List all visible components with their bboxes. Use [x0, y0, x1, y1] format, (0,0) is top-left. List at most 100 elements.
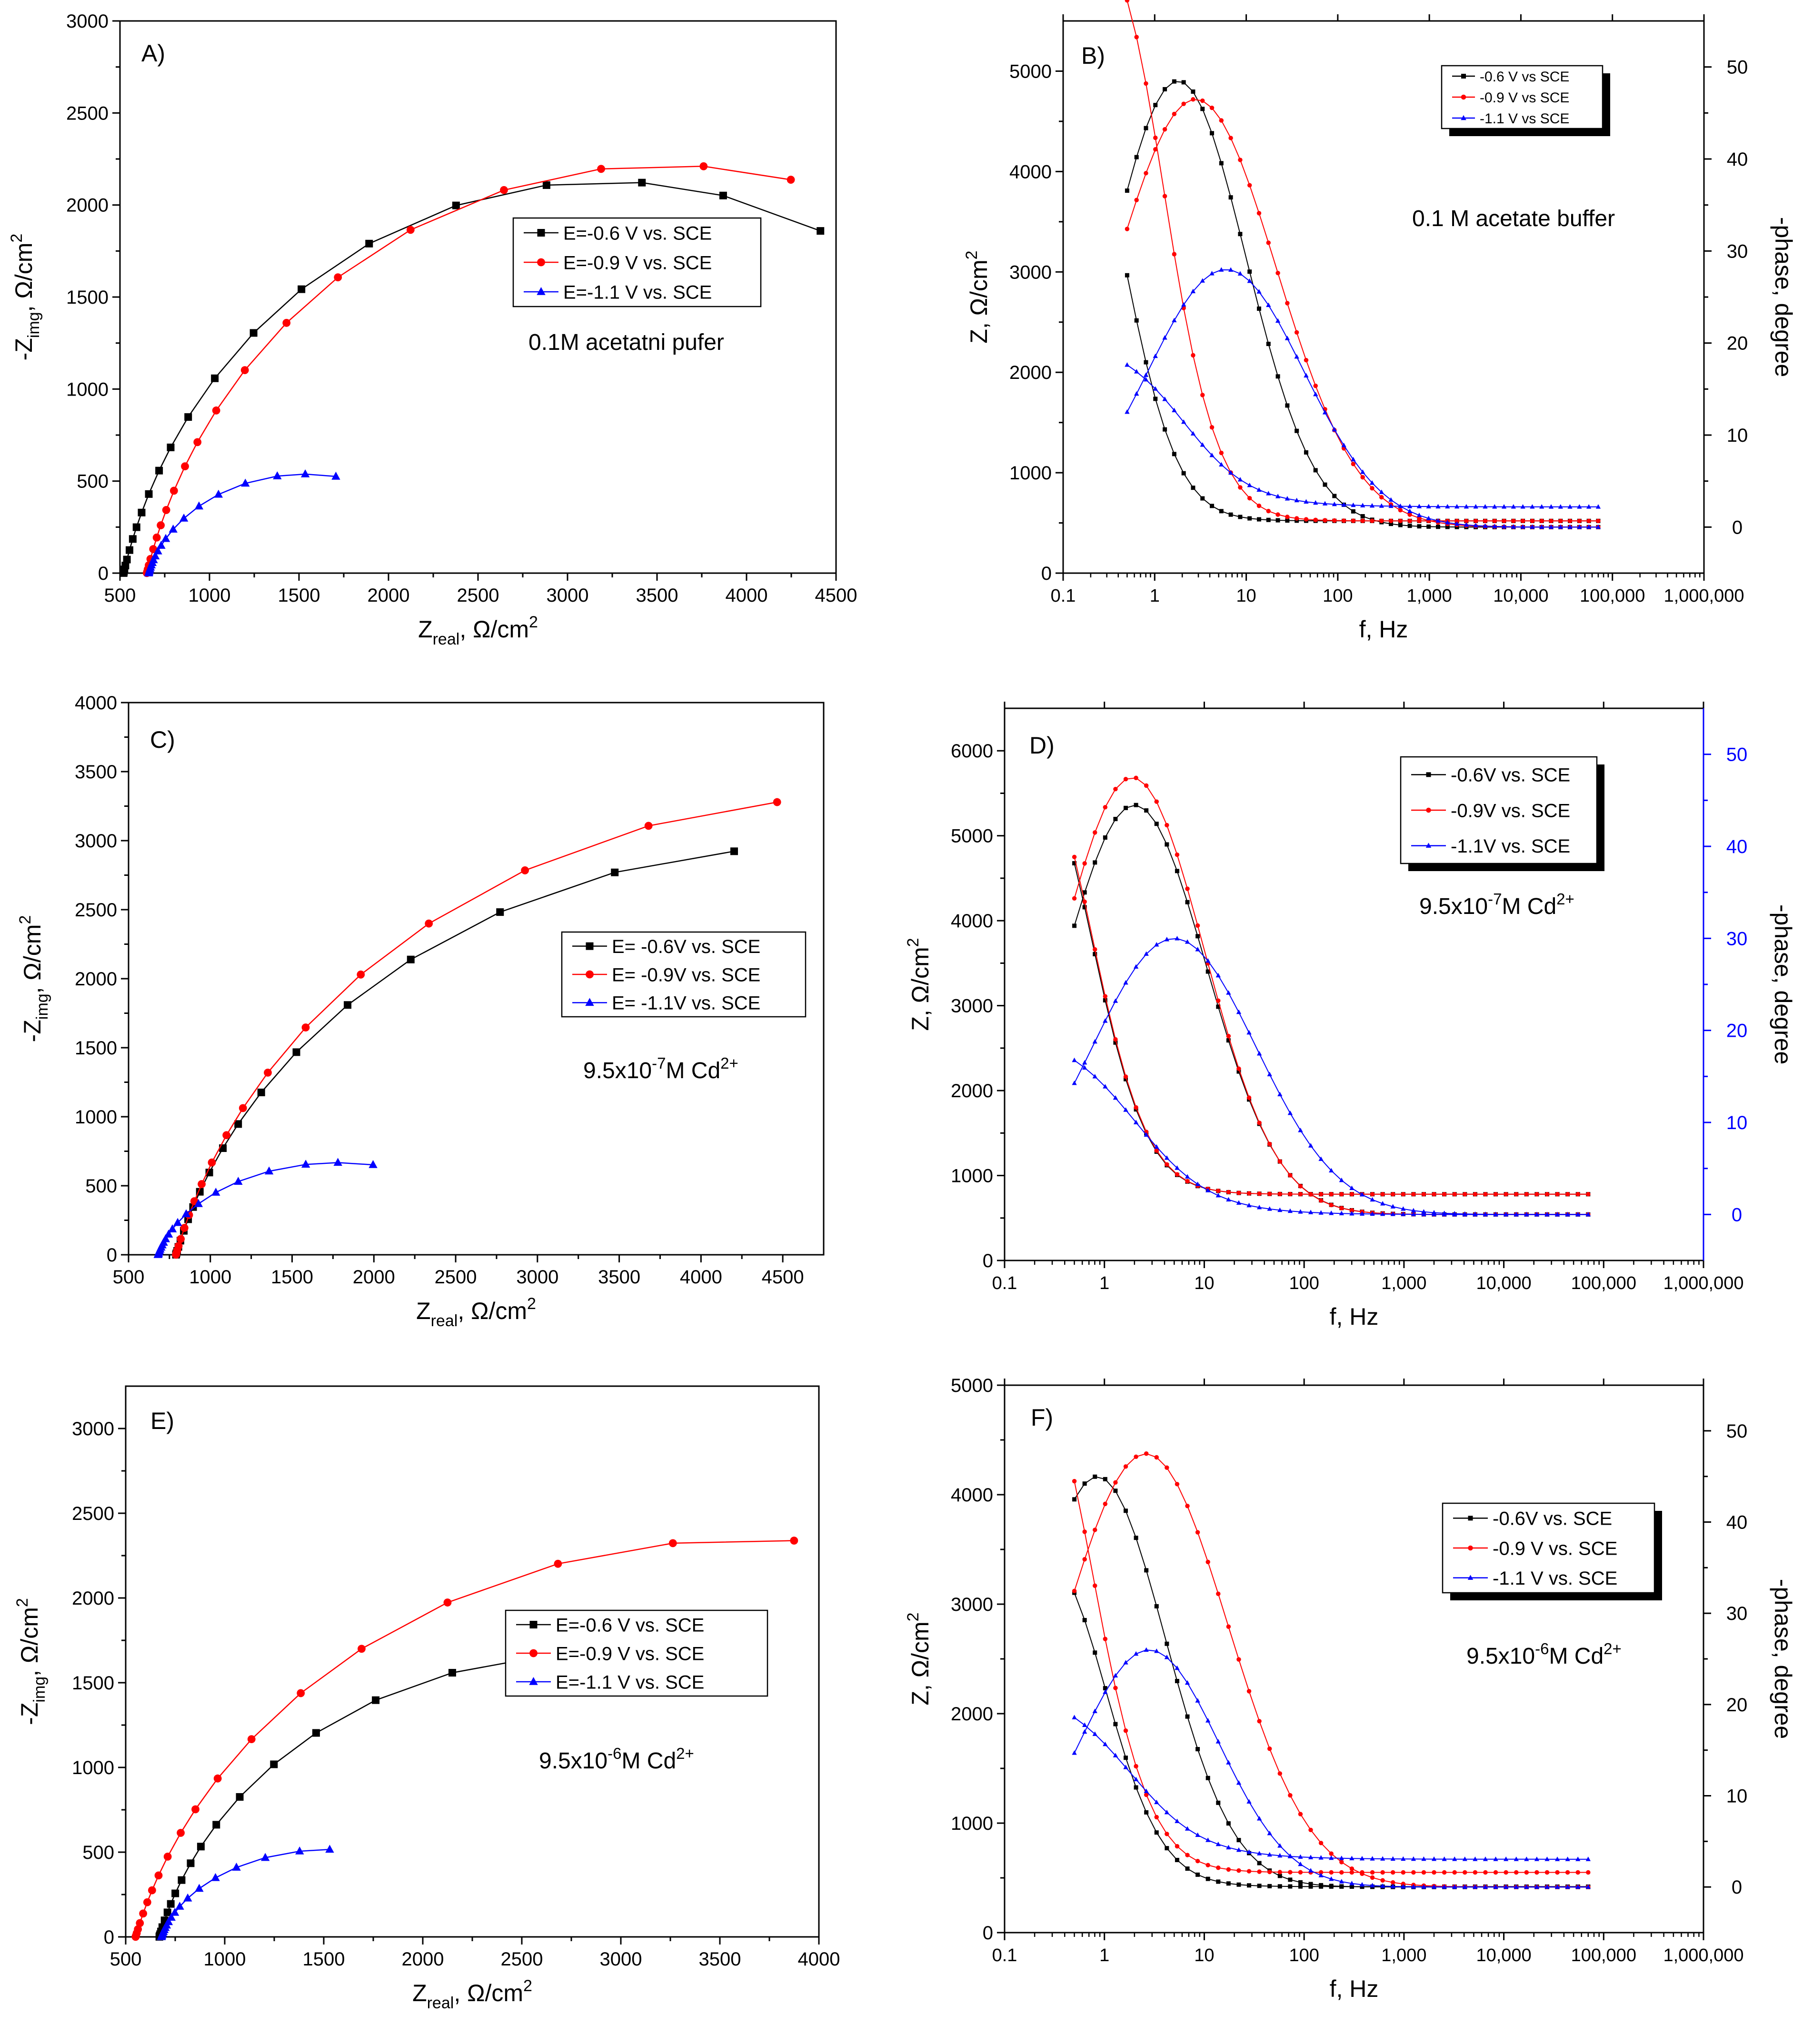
y-tick-label-F: 5000: [951, 1375, 993, 1396]
y-tick-label-D: 1000: [951, 1166, 993, 1187]
y-tick-label-E: 1000: [72, 1757, 114, 1778]
impedance-point-B-2: [1577, 504, 1582, 509]
phase-point-D-2: [1246, 1030, 1252, 1035]
phase-point-D-0: [1072, 923, 1077, 928]
phase-point-D-0: [1185, 900, 1190, 904]
impedance-point-B-2: [1548, 504, 1554, 509]
y-tick-label-B: 0: [1041, 563, 1052, 584]
data-point-A-0: [167, 443, 175, 451]
impedance-point-B-0: [1144, 360, 1148, 365]
impedance-point-B-0: [1219, 509, 1224, 514]
data-point-E-1: [143, 1898, 151, 1906]
impedance-point-D-1: [1175, 1172, 1180, 1177]
phase-point-F-2: [1380, 1883, 1385, 1888]
impedance-point-D-1: [1544, 1192, 1550, 1197]
data-point-C-1: [198, 1180, 206, 1188]
y-tick-label-B: 1000: [1009, 463, 1052, 484]
phase-point-F-1: [1370, 1875, 1375, 1880]
phase-point-F-2: [1493, 1884, 1498, 1889]
phase-point-B-2: [1190, 288, 1196, 293]
phase-point-B-0: [1219, 161, 1224, 166]
x-axis-label-C-part-2: , Ω/cm: [458, 1298, 527, 1324]
impedance-point-F-2: [1483, 1856, 1488, 1861]
impedance-point-B-1: [1586, 518, 1591, 524]
impedance-point-B-0: [1200, 496, 1205, 501]
x-tick-label-A: 3000: [547, 585, 589, 606]
impedance-point-D-2: [1113, 1095, 1118, 1100]
phase-point-F-2: [1534, 1884, 1540, 1889]
impedance-line-D-2: [1074, 1060, 1588, 1215]
impedance-point-F-2: [1370, 1856, 1375, 1861]
phase-point-F-0: [1154, 1604, 1159, 1608]
data-point-A-2: [214, 489, 223, 498]
impedance-point-F-2: [1462, 1856, 1467, 1861]
phase-point-B-2: [1398, 503, 1403, 508]
impedance-point-B-0: [1191, 486, 1195, 490]
data-point-E-1: [136, 1919, 144, 1927]
phase-point-D-0: [1082, 890, 1087, 895]
phase-point-F-2: [1144, 1647, 1149, 1652]
x-tick-label-F: 1,000: [1381, 1945, 1426, 1965]
phase-point-F-2: [1514, 1884, 1519, 1889]
panel-label-A: A): [141, 40, 165, 67]
impedance-point-D-1: [1390, 1192, 1395, 1197]
impedance-point-F-1: [1298, 1870, 1303, 1875]
impedance-point-B-2: [1530, 504, 1535, 509]
phase-point-F-2: [1565, 1884, 1570, 1889]
phase-point-B-1: [1172, 111, 1177, 117]
impedance-point-F-2: [1452, 1856, 1457, 1861]
impedance-point-B-2: [1379, 503, 1384, 508]
data-point-A-2: [150, 551, 160, 560]
impedance-point-F-2: [1185, 1826, 1190, 1831]
phase-point-B-0: [1323, 482, 1327, 487]
impedance-point-F-0: [1247, 1883, 1252, 1888]
impedance-point-B-1: [1360, 518, 1365, 523]
phase-point-B-2: [1492, 524, 1497, 528]
phase-point-F-2: [1308, 1868, 1314, 1873]
phase-point-D-1: [1246, 1095, 1252, 1100]
x-axis-label-C: Zreal, Ω/cm2: [416, 1295, 536, 1330]
impedance-point-F-1: [1318, 1870, 1324, 1875]
phase-point-D-2: [1082, 1060, 1087, 1065]
data-point-C-1: [180, 1224, 189, 1232]
x-axis-label-E-part-3: 2: [523, 1977, 532, 1995]
y-tick-label-A: 500: [77, 471, 109, 492]
impedance-point-D-1: [1072, 854, 1077, 860]
phase-point-B-2: [1209, 271, 1215, 276]
impedance-point-F-2: [1164, 1809, 1170, 1815]
data-point-C-1: [264, 1068, 272, 1077]
data-point-C-2: [161, 1234, 170, 1242]
phase-point-F-2: [1359, 1882, 1365, 1887]
legend-label-A-1: E=-0.9 V vs. SCE: [563, 252, 712, 273]
phase-point-B-2: [1275, 318, 1281, 323]
impedance-point-B-0: [1285, 518, 1290, 523]
x-axis-label-C-part-1: real: [431, 1312, 458, 1330]
phase-point-F-1: [1185, 1504, 1190, 1508]
phase-point-D-2: [1103, 1018, 1108, 1023]
impedance-point-B-1: [1351, 518, 1356, 523]
phase-point-F-2: [1318, 1873, 1324, 1877]
impedance-point-F-2: [1390, 1856, 1395, 1861]
impedance-point-F-2: [1318, 1855, 1324, 1860]
data-point-E-2: [164, 1917, 173, 1925]
phase-point-F-0: [1319, 1883, 1324, 1887]
x-axis-label-C-part-3: 2: [527, 1295, 536, 1313]
y-tick-label-E: 1500: [72, 1673, 114, 1694]
legend-label-D-2: -1.1V vs. SCE: [1451, 836, 1570, 857]
impedance-point-F-0: [1165, 1846, 1169, 1851]
impedance-point-B-0: [1238, 515, 1243, 519]
phase-point-B-2: [1256, 289, 1262, 294]
impedance-point-B-0: [1181, 471, 1186, 476]
phase-point-D-1: [1134, 775, 1138, 780]
impedance-point-B-1: [1388, 518, 1394, 524]
data-point-A-0: [249, 329, 258, 337]
impedance-point-F-1: [1082, 1529, 1087, 1534]
impedance-point-B-2: [1304, 499, 1309, 504]
phase-point-D-0: [1175, 869, 1179, 873]
phase-point-F-1: [1277, 1771, 1282, 1776]
phase-point-D-2: [1092, 1039, 1097, 1044]
y2-tick-label-F: 0: [1732, 1877, 1742, 1898]
impedance-point-B-2: [1454, 504, 1460, 509]
x-tick-label-A: 2500: [457, 585, 499, 606]
phase-point-D-1: [1165, 823, 1169, 828]
